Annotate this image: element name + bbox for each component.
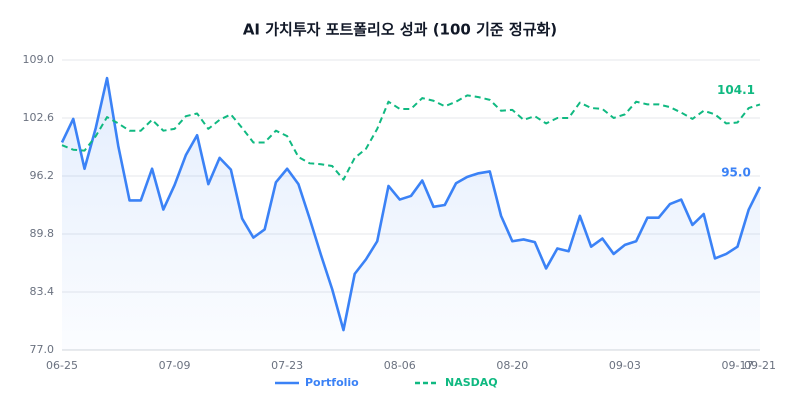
data-label: 95.0 xyxy=(721,165,751,179)
x-tick-label: 09-17 xyxy=(721,359,753,372)
area xyxy=(62,78,760,350)
y-tick-label: 109.0 xyxy=(23,53,55,66)
x-tick-label: 08-06 xyxy=(384,359,416,372)
series-line xyxy=(61,94,761,181)
x-tick-label: 07-09 xyxy=(159,359,191,372)
y-tick-label: 89.8 xyxy=(30,227,55,240)
y-tick-label: 77.0 xyxy=(30,343,55,356)
x-tick-label: 09-21 xyxy=(744,359,776,372)
chart-title: AI 가치투자 포트폴리오 성과 (100 기준 정규화) xyxy=(243,21,557,39)
y-tick-label: 96.2 xyxy=(30,169,55,182)
x-tick-label: 07-23 xyxy=(271,359,303,372)
x-tick-label: 08-20 xyxy=(496,359,528,372)
data-label: 104.1 xyxy=(717,83,755,97)
legend-label: NASDAQ xyxy=(445,376,498,389)
legend-label: Portfolio xyxy=(305,376,359,389)
series-line xyxy=(60,76,762,332)
y-tick-label: 83.4 xyxy=(30,285,55,298)
x-tick-label: 09-03 xyxy=(609,359,641,372)
y-tick-label: 102.6 xyxy=(23,111,55,124)
x-tick-label: 06-25 xyxy=(46,359,78,372)
